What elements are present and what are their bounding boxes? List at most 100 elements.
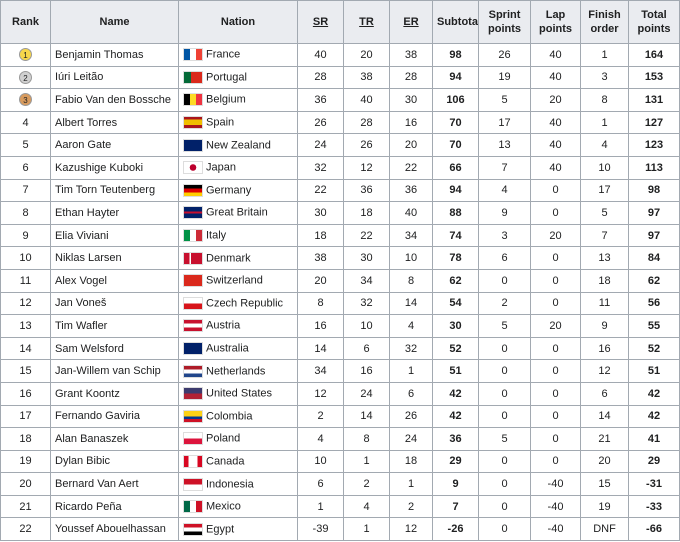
cell-text: Ricardo Peña [55,500,122,513]
table-cell: 9 [478,201,531,225]
table-row: 13 Tim Wafler Austria 16 10 4 30 5 20 9 55 [0,314,680,338]
cell-text: 1 [407,365,415,378]
table-cell: Ethan Hayter [50,201,179,225]
table-cell: 1 [580,43,629,67]
table-cell: 8 [580,88,629,112]
cell-text: Albert Torres [55,116,118,129]
cell-text: 16 [19,387,32,400]
table-cell: 19 [0,449,51,474]
cell-text: 40 [549,116,562,129]
table-cell: 1 [580,110,629,135]
cell-text: 32 [360,297,373,310]
cell-text: Bernard Van Aert [55,478,139,491]
flag [183,274,203,288]
column-header[interactable]: TR [343,0,390,44]
cell-text: 9 [601,319,608,332]
column-header: Sprint points [478,0,531,44]
cell-text: 1 [407,478,415,491]
column-header[interactable]: SR [297,0,344,44]
table-cell: Poland [178,427,298,451]
table-cell: 6 [580,381,629,406]
cell-text: 30 [404,93,418,106]
table-cell: 51 [432,359,479,383]
cell-text: Tim Wafler [55,319,108,332]
table-cell: Germany [178,178,298,203]
table-cell: 0 [530,268,581,293]
table-cell: 2 [297,404,344,429]
cell-text: 18 [314,229,327,242]
header-text: Name [99,16,130,28]
cell-text: Colombia [206,410,253,423]
cell-text: 17 [498,116,511,129]
table-cell: 14 [343,404,390,429]
cell-text: 12 [360,161,373,174]
header-text: Lap points [539,9,572,35]
cell-text: Alex Vogel [55,274,107,287]
cell-text: 0 [552,274,559,287]
table-cell: 22 [0,517,51,542]
table-cell: Indonesia [178,472,298,496]
table-cell: 12 [580,359,629,383]
cell-text: 34 [360,274,373,287]
cell-text: 8 [22,206,29,219]
flag [183,251,203,265]
flag [183,387,203,401]
header-text: Subtotal [437,16,479,28]
cell-text: 30 [449,319,462,332]
cell-text: 32 [404,342,418,355]
column-header[interactable]: ER [389,0,433,44]
table-cell: -33 [628,494,680,519]
table-cell: 20 [530,314,581,338]
table-cell: 2 [478,291,531,316]
cell-text: 20 [404,139,418,152]
cell-text: 2 [23,73,28,83]
table-cell: 40 [343,88,390,112]
cell-text: 8 [317,297,324,310]
table-cell: 20 [389,133,433,157]
table-cell: 34 [389,223,433,248]
cell-text: 14 [19,342,32,355]
header-text[interactable]: ER [403,16,419,28]
table-cell: Sam Welsford [50,336,179,361]
cell-text: 5 [22,139,29,152]
cell-text: 0 [552,387,559,400]
cell-text: 28 [360,116,373,129]
table-cell: 6 [343,336,390,361]
cell-text: 29 [449,455,462,468]
table-cell: 14 [389,291,433,316]
table-cell: 20 [0,472,51,496]
table-row: 15 Jan-Willem van Schip Netherlands 34 16 1 51… [0,359,680,383]
cell-text: 15 [598,478,611,491]
cell-text: 0 [552,297,559,310]
header-text[interactable]: TR [359,16,374,28]
cell-text: Belgium [206,93,246,106]
cell-text: -40 [547,500,564,513]
cell-text: 8 [601,93,608,106]
cell-text: 10 [598,161,611,174]
cell-text: 4 [22,116,29,129]
cell-text: United States [206,387,273,400]
cell-text: 41 [647,432,661,445]
table-cell: 16 [389,110,433,135]
header-text[interactable]: SR [312,16,329,28]
table-cell: 0 [530,381,581,406]
cell-text: 62 [647,274,661,287]
table-cell: 11 [580,291,629,316]
table-row: 20 Bernard Van Aert Indonesia 6 2 1 9 0 -40 15 -31 [0,472,680,496]
cell-text: 55 [647,319,661,332]
flag [183,432,203,446]
table-cell: 34 [343,268,390,293]
table-cell: 1 [297,494,344,519]
cell-text: 14 [360,410,373,423]
table-cell: Dylan Bibic [50,449,179,474]
table-cell: 6 [0,155,51,180]
table-cell: 0 [478,449,531,474]
table-cell: 9 [0,223,51,248]
table-cell: 5 [478,314,531,338]
table-cell: 0 [478,494,531,519]
cell-text: 26 [498,48,511,61]
table-cell: Albert Torres [50,110,179,135]
cell-text: -26 [447,523,464,536]
table-cell: -40 [530,517,581,542]
table-cell: -31 [628,472,680,496]
